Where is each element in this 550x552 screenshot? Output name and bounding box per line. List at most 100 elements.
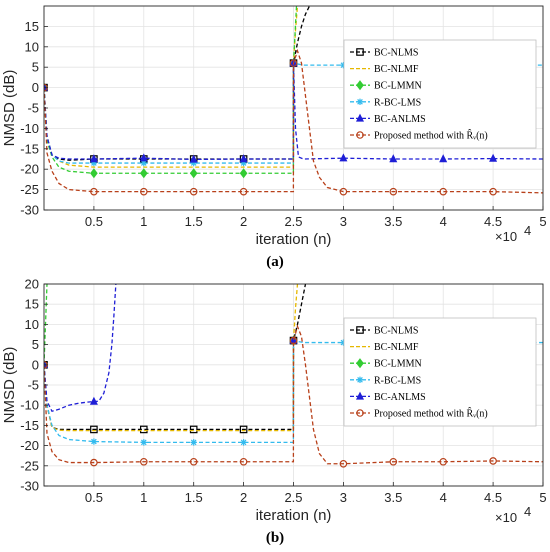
legend-item: BC-NLMS [350, 326, 418, 337]
legend-marker [356, 80, 364, 91]
x-multiplier: ×10 [495, 229, 517, 244]
series-group [44, 6, 543, 196]
legend-box [343, 317, 537, 427]
data-point-marker [140, 159, 147, 167]
data-point-marker [439, 457, 448, 466]
legend-item: BC-LMMN [350, 80, 422, 92]
data-point-marker [439, 187, 448, 196]
legend-label: Proposed method with R̂ᵥ(n) [374, 129, 488, 142]
legend-marker [356, 358, 364, 369]
data-point-marker [339, 153, 348, 162]
data-point-marker [89, 154, 98, 163]
data-point-marker [189, 425, 198, 434]
data-point-marker [190, 159, 197, 167]
legend-item: Proposed method with R̂ᵥ(n) [350, 129, 488, 142]
x-axis-label: iteration (n) [256, 507, 332, 524]
y-tick-label: 15 [25, 19, 39, 34]
x-tick-label: 2 [240, 490, 247, 505]
legend-item: R-BC-LMS [350, 97, 421, 108]
data-point-marker [44, 359, 49, 368]
x-tick-label: 2.5 [284, 214, 302, 229]
y-tick-label: -10 [20, 121, 39, 136]
x-tick-label: 5 [539, 490, 546, 505]
legend-item: BC-NLMF [350, 342, 419, 353]
series-5 [44, 48, 543, 196]
x-tick-label: 3 [340, 490, 347, 505]
data-point-marker [90, 425, 98, 434]
legend: BC-NLMS BC-NLMF BC-LMMN R-BC-LMS BC-ANLMS Pro… [343, 39, 537, 149]
legend-marker [356, 131, 364, 139]
data-point-marker [489, 457, 497, 465]
legend-item: BC-NLMS [350, 48, 418, 59]
y-tick-label: -30 [20, 203, 39, 218]
data-point-marker [439, 154, 448, 163]
x-tick-label: 3 [340, 214, 347, 229]
legend-box [343, 39, 537, 149]
x-tick-label: 2.5 [284, 490, 302, 505]
y-tick-label: 20 [25, 277, 39, 292]
data-point-marker [189, 168, 198, 179]
x-tick-label: 1.5 [185, 214, 203, 229]
legend-item: Proposed method with R̂ᵥ(n) [350, 407, 488, 420]
data-point-marker [190, 439, 197, 446]
panel-caption: (a) [266, 254, 284, 270]
data-point-marker [44, 82, 49, 91]
x-axis-label: iteration (n) [256, 231, 332, 248]
panel-caption: (b) [266, 530, 284, 546]
legend-marker [355, 113, 365, 122]
legend-label: R-BC-LMS [374, 97, 421, 108]
data-point-marker [90, 438, 98, 445]
data-point-marker [239, 457, 248, 466]
y-axis-label: NMSD (dB) [1, 347, 18, 424]
series-line [44, 62, 543, 164]
data-point-marker [239, 168, 248, 179]
series-line [44, 324, 543, 465]
data-point-marker [289, 336, 298, 345]
legend-marker [355, 391, 365, 400]
legend-marker [356, 409, 364, 417]
data-point-marker [140, 187, 148, 196]
legend-label: BC-NLMS [374, 326, 418, 337]
x-tick-label: 0.5 [85, 490, 103, 505]
y-tick-label: 5 [32, 337, 39, 352]
legend-item: BC-NLMF [350, 64, 419, 75]
x-multiplier: ×10 [495, 510, 517, 525]
y-tick-label: -15 [20, 141, 39, 156]
y-tick-label: -20 [20, 438, 39, 453]
data-point-marker [389, 457, 398, 466]
series-4 [44, 58, 543, 163]
data-point-marker [90, 187, 98, 196]
data-point-marker [139, 153, 148, 162]
y-tick-label: 15 [25, 297, 39, 312]
data-point-marker [239, 187, 248, 196]
data-point-marker [189, 154, 198, 163]
data-point-marker [140, 439, 147, 446]
legend-label: BC-NLMF [374, 64, 419, 75]
data-point-marker [239, 154, 248, 163]
data-point-marker [189, 187, 198, 196]
legend-marker [356, 98, 364, 105]
data-point-marker [340, 339, 347, 346]
data-point-marker [189, 457, 198, 466]
data-point-marker [90, 168, 98, 179]
legend-label: BC-ANLMS [374, 114, 426, 125]
x-tick-label: 1 [140, 214, 147, 229]
data-point-marker [140, 457, 148, 466]
data-point-marker [240, 159, 247, 167]
data-point-marker [90, 458, 98, 467]
series-line [44, 48, 543, 194]
x-tick-label: 4.5 [484, 214, 502, 229]
legend-label: BC-NLMS [374, 48, 418, 59]
legend-marker [356, 48, 364, 56]
legend-label: BC-ANLMS [374, 392, 426, 403]
y-tick-label: -15 [20, 418, 39, 433]
data-point-marker [89, 396, 98, 405]
series-4 [44, 284, 298, 413]
legend-item: BC-ANLMS [350, 113, 426, 125]
data-point-marker [239, 425, 248, 434]
data-point-marker [389, 187, 398, 196]
x-tick-label: 4 [440, 490, 447, 505]
legend-label: BC-LMMN [374, 359, 422, 370]
legend-label: Proposed method with R̂ᵥ(n) [374, 407, 488, 420]
